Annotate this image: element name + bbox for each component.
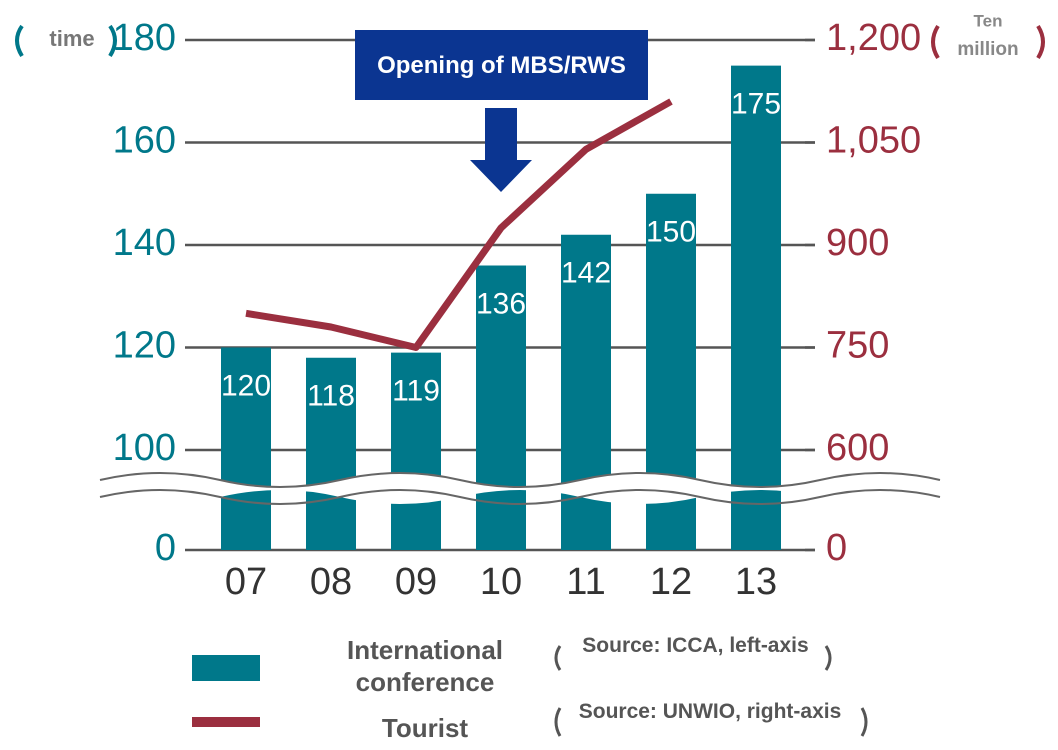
paren bbox=[554, 707, 562, 737]
y-tick-label: 100 bbox=[113, 427, 176, 469]
bar bbox=[731, 65, 781, 550]
legend-swatch bbox=[192, 717, 260, 727]
x-tick-label: 09 bbox=[395, 561, 437, 603]
y-tick-label: 0 bbox=[155, 527, 176, 569]
bar-value-label: 136 bbox=[476, 287, 526, 320]
paren bbox=[824, 645, 832, 671]
x-tick-label: 10 bbox=[480, 561, 522, 603]
y-tick-label: 120 bbox=[113, 325, 176, 367]
y2-tick-label: 0 bbox=[826, 527, 847, 569]
bar bbox=[391, 352, 441, 550]
paren bbox=[554, 645, 562, 671]
axis-break-band bbox=[100, 473, 940, 504]
paren bbox=[931, 24, 940, 60]
y-tick-label: 140 bbox=[113, 222, 176, 264]
x-tick-label: 08 bbox=[310, 561, 352, 603]
y2-axis-label: Ten bbox=[974, 11, 1003, 30]
bar-value-label: 175 bbox=[731, 88, 781, 121]
annotation: Opening of MBS/RWS bbox=[355, 30, 648, 100]
y-axis-label: time bbox=[49, 26, 94, 51]
x-tick-label: 07 bbox=[225, 561, 267, 603]
y2-tick-label: 1,200 bbox=[826, 17, 921, 59]
y2-tick-label: 900 bbox=[826, 222, 889, 264]
y2-tick-label: 750 bbox=[826, 325, 889, 367]
paren bbox=[108, 24, 117, 58]
line bbox=[245, 98, 673, 351]
legend-swatch bbox=[192, 655, 260, 681]
axis-break-line bbox=[99, 472, 941, 488]
paren bbox=[1036, 24, 1045, 60]
paren bbox=[15, 24, 24, 58]
bar-value-label: 150 bbox=[646, 216, 696, 249]
x-tick-label: 13 bbox=[735, 561, 777, 603]
bar-value-label: 142 bbox=[561, 257, 611, 290]
bar-value-label: 120 bbox=[221, 369, 271, 402]
annotation-arrow bbox=[470, 108, 532, 192]
bar-value-label: 118 bbox=[307, 380, 355, 413]
paren bbox=[860, 707, 868, 737]
legend-label: International conference bbox=[346, 635, 503, 697]
bar bbox=[221, 347, 271, 550]
x-tick-label: 11 bbox=[566, 561, 605, 603]
y-tick-label: 160 bbox=[113, 120, 176, 162]
y2-axis-label: million bbox=[957, 39, 1018, 60]
y-tick-label: 180 bbox=[113, 17, 176, 59]
legend-source: Source: ICCA, left-axis bbox=[582, 634, 809, 657]
y2-tick-label: 600 bbox=[826, 427, 889, 469]
axis-break-line bbox=[99, 489, 941, 505]
legend-label: Tourist bbox=[381, 713, 469, 743]
legend-source: Source: UNWIO, right-axis bbox=[578, 700, 842, 723]
y2-tick-label: 1,050 bbox=[826, 120, 921, 162]
bar bbox=[306, 357, 356, 550]
bar-value-label: 119 bbox=[392, 375, 440, 408]
x-tick-label: 12 bbox=[650, 561, 692, 603]
